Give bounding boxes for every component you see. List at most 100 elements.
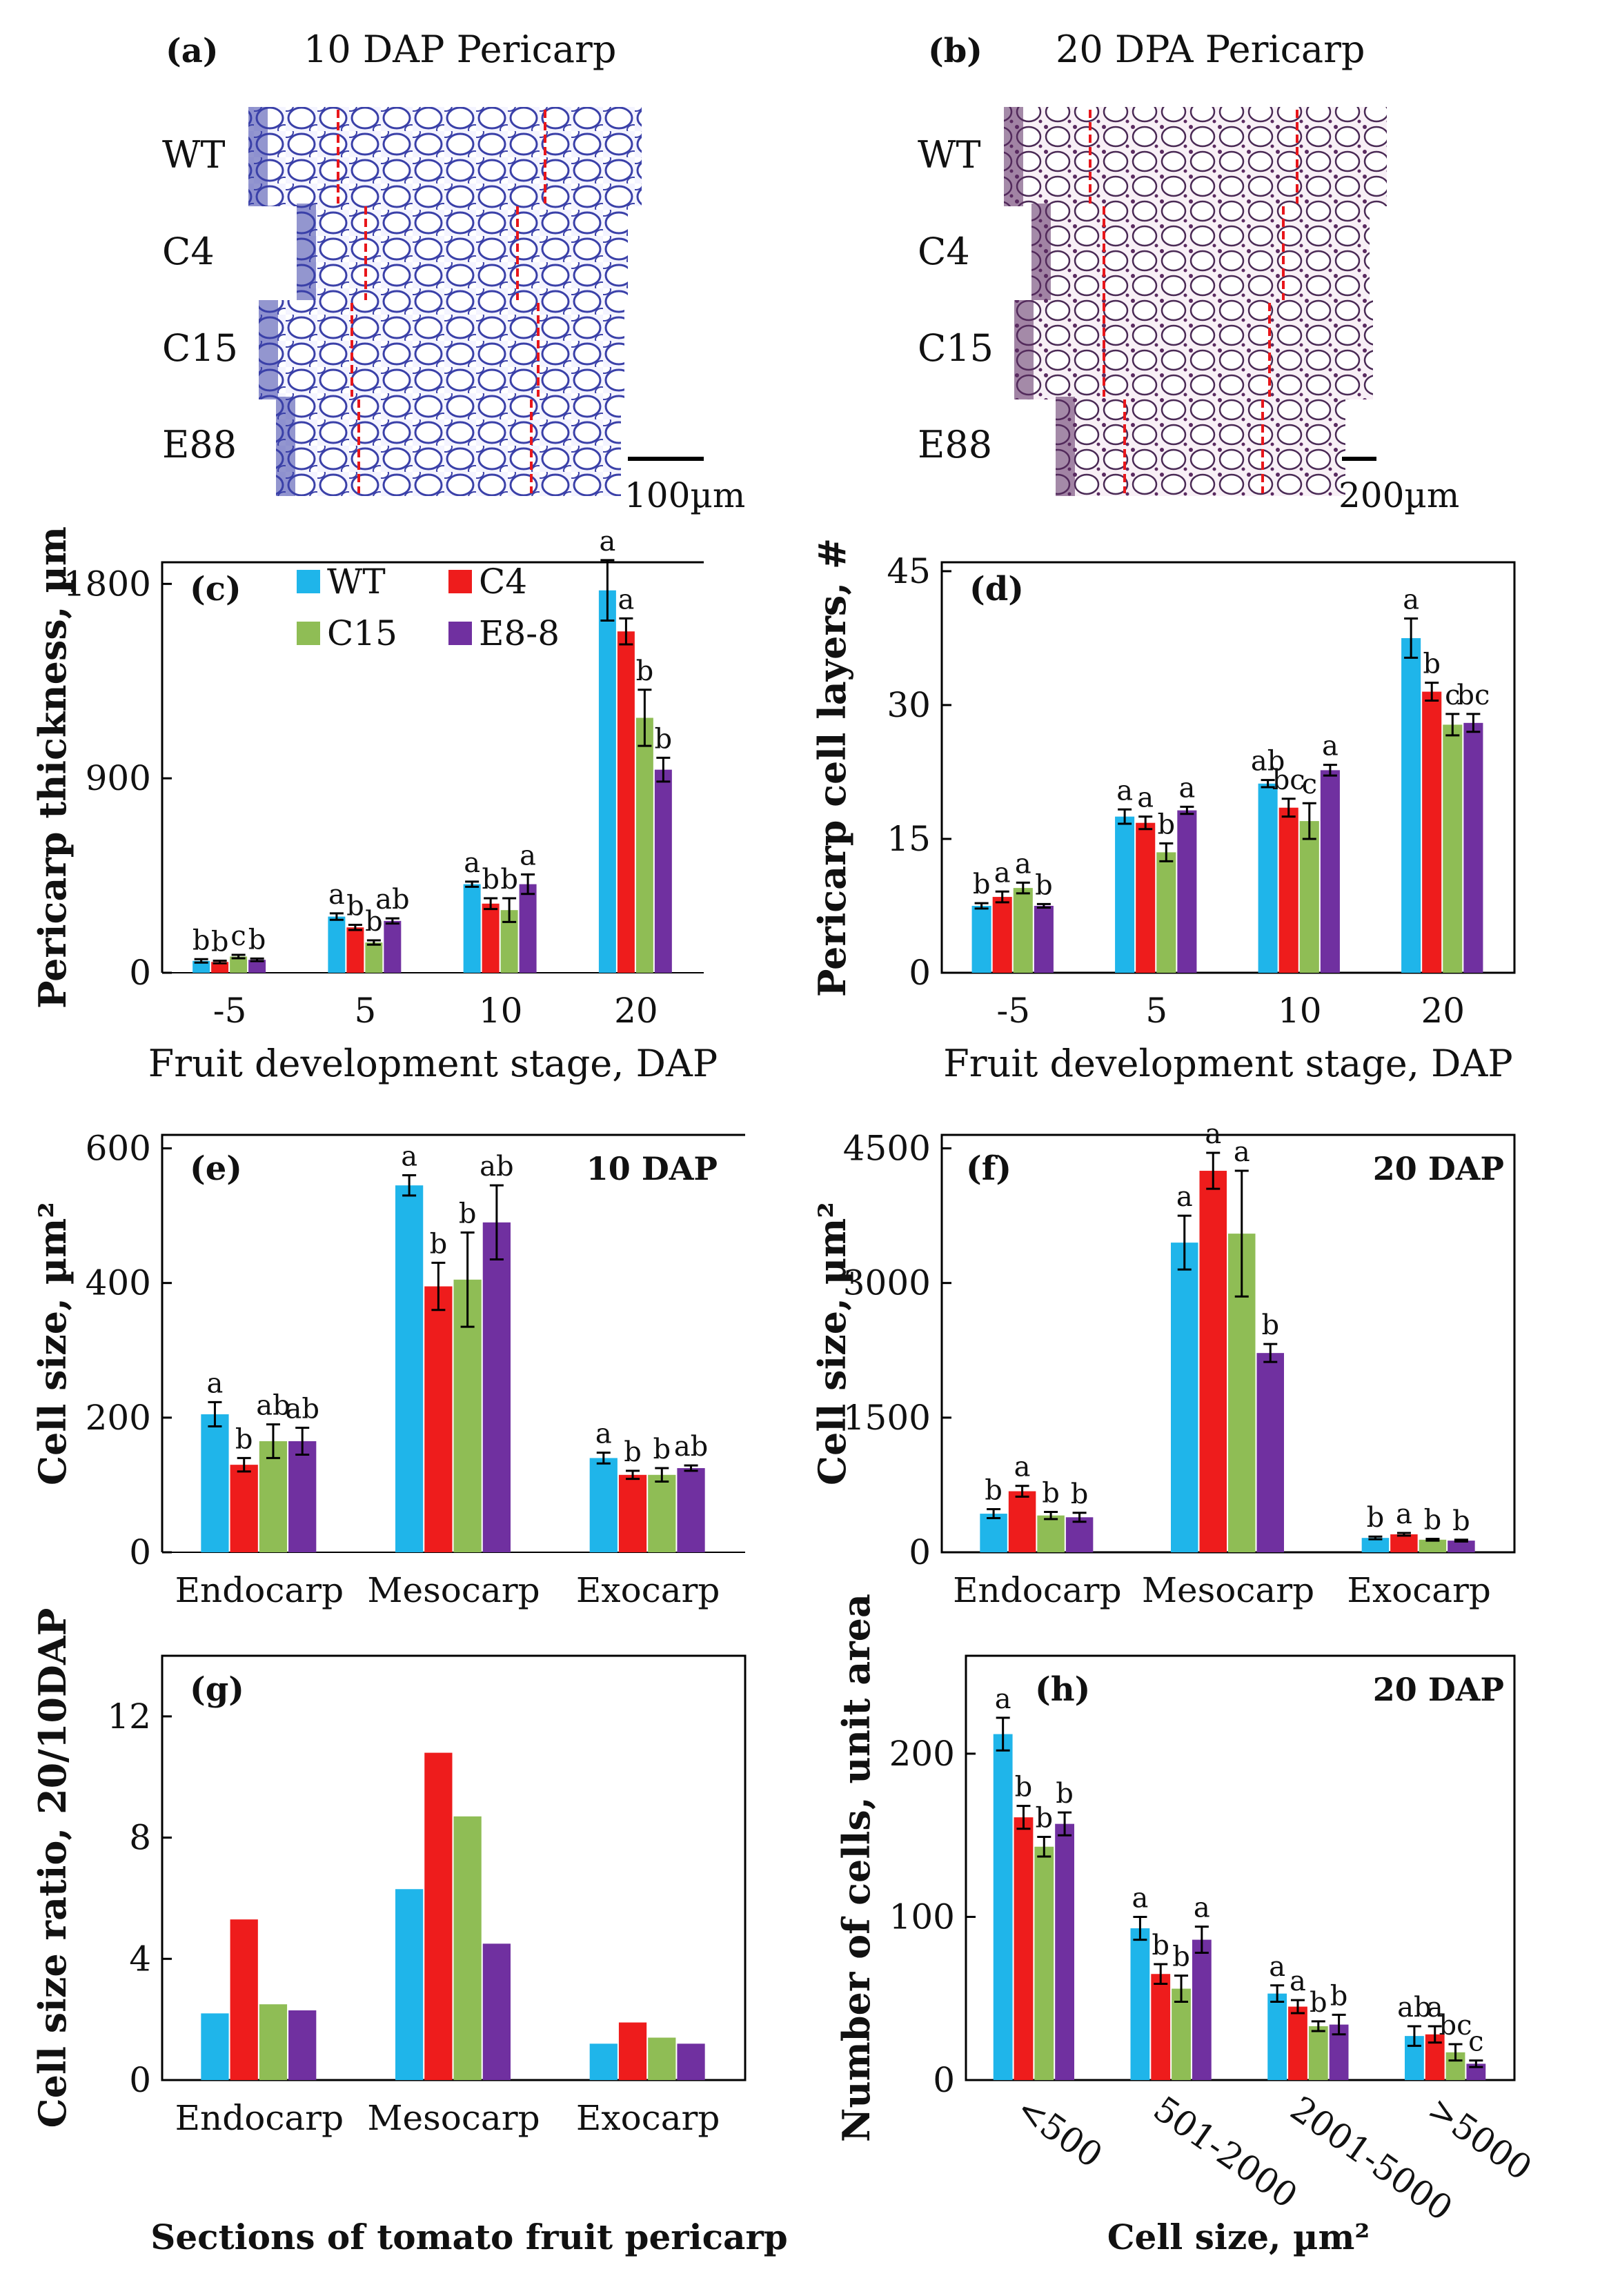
x-tick-label: 5 (354, 991, 376, 1031)
micrograph-title: 20 DPA Pericarp (1056, 28, 1365, 71)
plot-frame (161, 561, 704, 973)
y-tick-label: 0 (909, 1532, 931, 1572)
y-tick-label: 200 (86, 1398, 151, 1438)
section-image-c15 (1014, 300, 1373, 399)
significance-letter: a (1178, 772, 1195, 804)
legend-label-e8-8: E8-8 (479, 613, 560, 653)
legend: WT C4 C15 E8-8 (297, 562, 560, 653)
bar-c15-1 (1172, 1988, 1191, 2080)
section-image-c4 (1031, 204, 1370, 303)
y-axis-label: Pericarp cell layers, # (810, 538, 854, 997)
significance-letter: b (430, 1228, 448, 1260)
bar-wt-2 (1267, 1993, 1287, 2080)
significance-letter: a (1176, 1181, 1193, 1213)
significance-letter: a (618, 584, 634, 615)
stage-label: 20 DAP (1373, 1671, 1504, 1708)
bar-c15-3 (635, 718, 653, 973)
significance-letter: b (1423, 649, 1441, 680)
significance-letter: b (211, 926, 229, 958)
bar-wt-0 (993, 1734, 1013, 2080)
y-tick-label: 15 (887, 819, 931, 859)
y-tick-label: 200 (889, 1734, 955, 1774)
stage-label: 10 DAP (586, 1150, 718, 1187)
panel-label: (h) (1035, 1670, 1090, 1709)
row-label-e88: E88 (162, 423, 237, 466)
epidermis-edge (1031, 204, 1051, 303)
bar-wt-0 (201, 1414, 229, 1552)
chart-panel-h: 0 100 200 Number of cells, unit area (h) 20 D… (834, 1594, 1539, 2257)
panel-label: (g) (190, 1670, 244, 1709)
bar-e8-8-2 (519, 884, 537, 973)
y-tick-label: 1500 (843, 1398, 931, 1438)
y-tick-label: 900 (86, 758, 151, 798)
bar-wt-1 (1171, 1243, 1198, 1552)
y-tick-label: 100 (889, 1897, 955, 1937)
bar-c4-2 (1288, 2006, 1307, 2080)
bar-c15-0 (1013, 888, 1033, 973)
significance-letter: a (520, 840, 536, 872)
row-label-c15: C15 (918, 326, 994, 370)
bar-wt-2 (463, 884, 481, 973)
section-image-c15 (259, 300, 624, 399)
bar-wt-2 (589, 2043, 618, 2080)
y-tick-label: 45 (887, 551, 931, 591)
scale-bar-label: 200µm (1339, 475, 1459, 515)
bar-c15-1 (1156, 852, 1176, 973)
epidermis-edge (1014, 300, 1034, 399)
significance-letter: bc (1456, 680, 1490, 711)
significance-letter: b (1330, 1980, 1348, 2012)
x-axis-label: Cell size, µm² (1107, 2217, 1370, 2257)
bar-c4-1 (1136, 822, 1156, 973)
bar-c15-0 (1034, 1846, 1054, 2080)
bar-e8-8-1 (1256, 1353, 1284, 1552)
significance-letter: ab (285, 1393, 319, 1425)
y-tick-label: 1800 (63, 564, 151, 604)
bar-c4-0 (211, 962, 229, 973)
bar-c15-2 (1299, 821, 1319, 973)
bar-e8-8-1 (384, 920, 402, 973)
x-axis-label: Fruit development stage, DAP (943, 1042, 1512, 1085)
bar-e8-8-1 (482, 1222, 511, 1552)
significance-letter: a (595, 1418, 612, 1450)
significance-letter: b (1367, 1502, 1385, 1534)
significance-letter: a (995, 1683, 1011, 1715)
significance-letter: c (1302, 769, 1317, 800)
bar-wt-1 (395, 1185, 424, 1552)
legend-swatch-c15 (297, 622, 320, 645)
bar-c4-0 (1014, 1817, 1034, 2080)
bar-c4-1 (1151, 1974, 1171, 2080)
bar-c4-2 (618, 1474, 647, 1552)
y-tick-label: 4500 (843, 1129, 931, 1169)
legend-label-c4: C4 (479, 562, 527, 602)
significance-letter: b (1157, 809, 1175, 840)
significance-letter: a (1322, 731, 1339, 762)
legend-swatch-wt (297, 570, 320, 593)
significance-letter: b (1152, 1930, 1169, 1961)
x-tick-label: 20 (614, 991, 658, 1031)
epidermis-edge (1056, 397, 1075, 496)
epidermis-edge (248, 107, 268, 206)
significance-letter: ab (375, 884, 409, 916)
significance-letter: b (1424, 1504, 1442, 1536)
significance-letter: a (1290, 1966, 1306, 1997)
epidermis-edge (276, 397, 295, 496)
panel-label: (c) (190, 570, 241, 608)
x-axis-label: Fruit development stage, DAP (148, 1042, 718, 1085)
y-axis-label: Cell size, µm² (30, 1202, 75, 1485)
section-image-e88 (276, 397, 621, 496)
significance-letter: b (1172, 1941, 1190, 1973)
significance-letter: b (1310, 1987, 1327, 2019)
x-tick-label: >5000 (1421, 2088, 1539, 2188)
significance-letter: ab (480, 1151, 513, 1182)
significance-letter: a (464, 847, 480, 879)
significance-letter: a (1234, 1136, 1250, 1168)
significance-letter: b (636, 655, 654, 687)
significance-letter: b (1042, 1477, 1060, 1509)
bar-c15-2 (648, 1474, 676, 1552)
bar-wt-0 (980, 1514, 1007, 1552)
bar-wt-2 (1258, 783, 1278, 973)
